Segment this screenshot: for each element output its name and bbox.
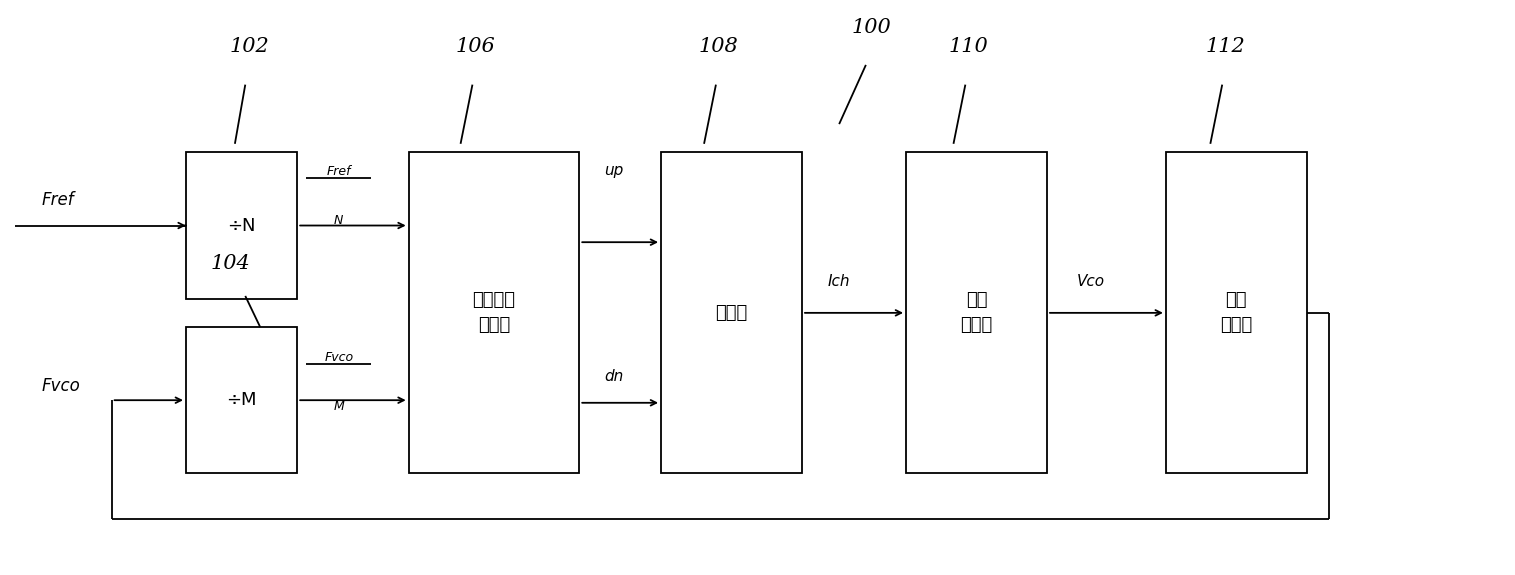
Text: 102: 102 bbox=[230, 37, 270, 56]
Text: 104: 104 bbox=[211, 254, 250, 273]
Bar bbox=[186, 327, 297, 473]
Text: Fvco: Fvco bbox=[324, 351, 353, 363]
Text: Fref: Fref bbox=[327, 164, 351, 178]
Text: Vco: Vco bbox=[1077, 274, 1104, 289]
Bar bbox=[906, 152, 1047, 473]
Bar bbox=[409, 152, 579, 473]
Text: 回路
滤波器: 回路 滤波器 bbox=[961, 292, 992, 334]
Text: 112: 112 bbox=[1206, 37, 1245, 56]
Bar bbox=[661, 152, 801, 473]
Text: ÷M: ÷M bbox=[226, 391, 258, 409]
Text: dn: dn bbox=[604, 369, 624, 384]
Text: M: M bbox=[333, 400, 344, 413]
Text: Fref: Fref bbox=[42, 191, 74, 209]
Text: 电荷泵: 电荷泵 bbox=[715, 304, 747, 322]
Bar bbox=[186, 152, 297, 299]
Text: 100: 100 bbox=[851, 18, 892, 37]
Text: Ich: Ich bbox=[827, 274, 850, 289]
Bar bbox=[1167, 152, 1307, 473]
Text: 108: 108 bbox=[698, 37, 739, 56]
Text: Fvco: Fvco bbox=[42, 377, 80, 395]
Text: N: N bbox=[335, 214, 344, 227]
Text: 压控
振荡器: 压控 振荡器 bbox=[1220, 292, 1253, 334]
Text: 106: 106 bbox=[456, 37, 495, 56]
Text: ÷N: ÷N bbox=[227, 217, 256, 235]
Text: up: up bbox=[604, 163, 624, 178]
Text: 110: 110 bbox=[948, 37, 988, 56]
Text: 相位频率
侦测器: 相位频率 侦测器 bbox=[473, 292, 515, 334]
